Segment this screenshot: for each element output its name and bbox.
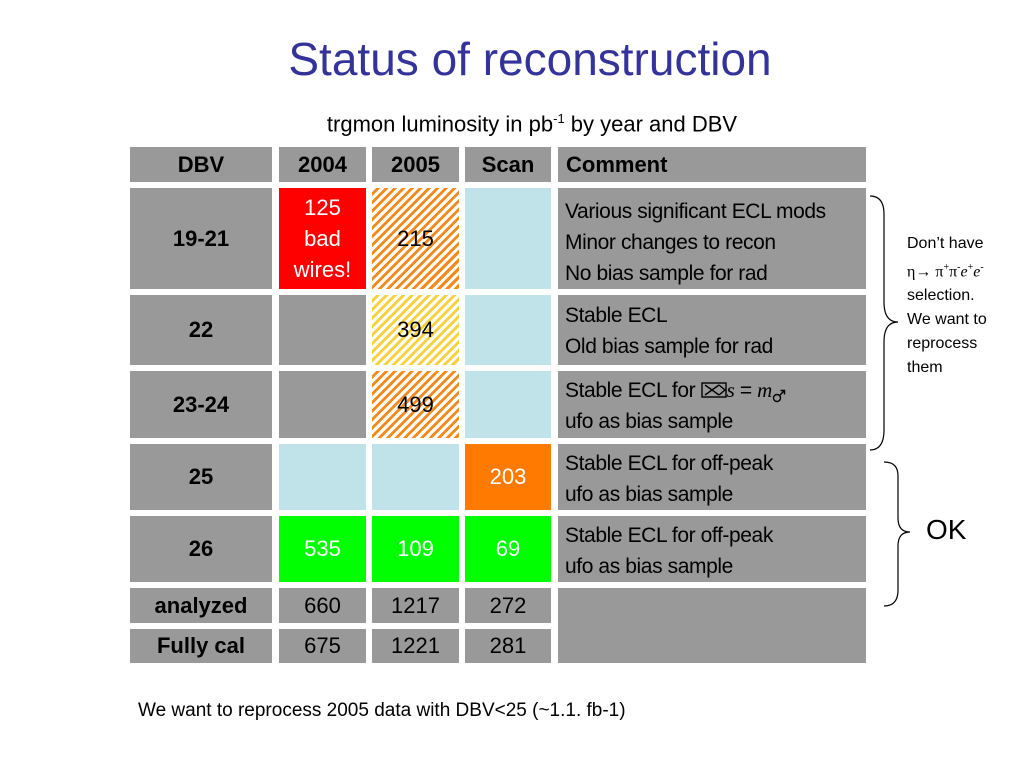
comment-line: Various significant ECL mods bbox=[565, 200, 826, 223]
comment-line: Stable ECL for s = m bbox=[565, 375, 866, 406]
comment-line: ufo as bias sample bbox=[565, 483, 733, 506]
cell-2005: 215 bbox=[372, 188, 459, 289]
cell-comment: Stable ECL for s = m ufo as bias sample bbox=[558, 371, 866, 438]
cell-2004 bbox=[279, 444, 366, 510]
note-line: selection. bbox=[907, 287, 975, 305]
subtitle: trgmon luminosity in pb-1 by year and DB… bbox=[326, 111, 738, 137]
cell-scan: 69 bbox=[465, 516, 551, 582]
note-line: reprocess bbox=[907, 335, 978, 353]
cell-2005: 1217 bbox=[372, 588, 459, 623]
cell-2005: 109 bbox=[372, 516, 459, 582]
header-scan: Scan bbox=[465, 147, 551, 182]
cell-text: bad bbox=[304, 226, 341, 251]
cell-comment: Stable ECL for off-peak ufo as bias samp… bbox=[558, 516, 866, 582]
cell-2004: 675 bbox=[279, 629, 366, 663]
cell-comment-empty bbox=[558, 588, 866, 663]
envelope-x-icon bbox=[700, 382, 727, 398]
cell-2004 bbox=[279, 371, 366, 438]
note-line: them bbox=[907, 359, 943, 377]
comment-line: Stable ECL bbox=[565, 304, 668, 327]
ok-label: OK bbox=[926, 514, 967, 545]
cell-2005 bbox=[372, 444, 459, 510]
comment-line: Stable ECL for off-peak bbox=[565, 524, 773, 547]
row-dbv-label: 19-21 bbox=[130, 188, 272, 289]
header-2004: 2004 bbox=[279, 147, 366, 182]
cell-2005: 1221 bbox=[372, 629, 459, 663]
cell-2004-bad-wires: 125 bad wires! bbox=[279, 188, 366, 289]
comment-line: Minor changes to recon bbox=[565, 231, 776, 254]
cell-2005: 499 bbox=[372, 371, 459, 438]
cell-comment: Stable ECL for off-peak ufo as bias samp… bbox=[558, 444, 866, 510]
comment-line: ufo as bias sample bbox=[565, 410, 733, 433]
row-dbv-label: 22 bbox=[130, 295, 272, 365]
brace-right-icon bbox=[883, 461, 911, 607]
note-line: We want to bbox=[907, 311, 987, 329]
cell-text: 125 bbox=[304, 195, 341, 220]
cell-comment: Stable ECL Old bias sample for rad bbox=[558, 295, 866, 365]
cell-scan bbox=[465, 371, 551, 438]
cell-2004: 660 bbox=[279, 588, 366, 623]
comment-line: ufo as bias sample bbox=[565, 555, 733, 578]
note-formula: η→ π+π-e+e- bbox=[907, 262, 984, 281]
row-dbv-label: 26 bbox=[130, 516, 272, 582]
comment-line: Stable ECL for off-peak bbox=[565, 452, 773, 475]
cell-scan bbox=[465, 295, 551, 365]
cell-comment: Various significant ECL mods Minor chang… bbox=[558, 188, 866, 289]
row-dbv-label: analyzed bbox=[130, 588, 272, 623]
cell-scan bbox=[465, 188, 551, 289]
side-note: Don’t have η→ π+π-e+e- selection. We wan… bbox=[907, 232, 987, 380]
cell-scan: 272 bbox=[465, 588, 551, 623]
row-dbv-label: 25 bbox=[130, 444, 272, 510]
comment-line: No bias sample for rad bbox=[565, 262, 768, 285]
cell-2004 bbox=[279, 295, 366, 365]
page-title: Status of reconstruction bbox=[288, 33, 772, 85]
header-dbv: DBV bbox=[130, 147, 272, 182]
note-line: Don’t have bbox=[907, 235, 984, 252]
cell-2004: 535 bbox=[279, 516, 366, 582]
comment-line: Old bias sample for rad bbox=[565, 335, 773, 358]
cell-text: wires! bbox=[293, 257, 352, 282]
cell-scan: 281 bbox=[465, 629, 551, 663]
brace-right-icon bbox=[869, 195, 899, 451]
cell-2005: 394 bbox=[372, 295, 459, 365]
mars-symbol-icon bbox=[772, 389, 786, 403]
row-dbv-label: 23-24 bbox=[130, 371, 272, 438]
header-comment: Comment bbox=[558, 147, 866, 182]
header-2005: 2005 bbox=[372, 147, 459, 182]
cell-scan: 203 bbox=[465, 444, 551, 510]
footer-note: We want to reprocess 2005 data with DBV<… bbox=[138, 700, 626, 721]
row-dbv-label: Fully cal bbox=[130, 629, 272, 663]
